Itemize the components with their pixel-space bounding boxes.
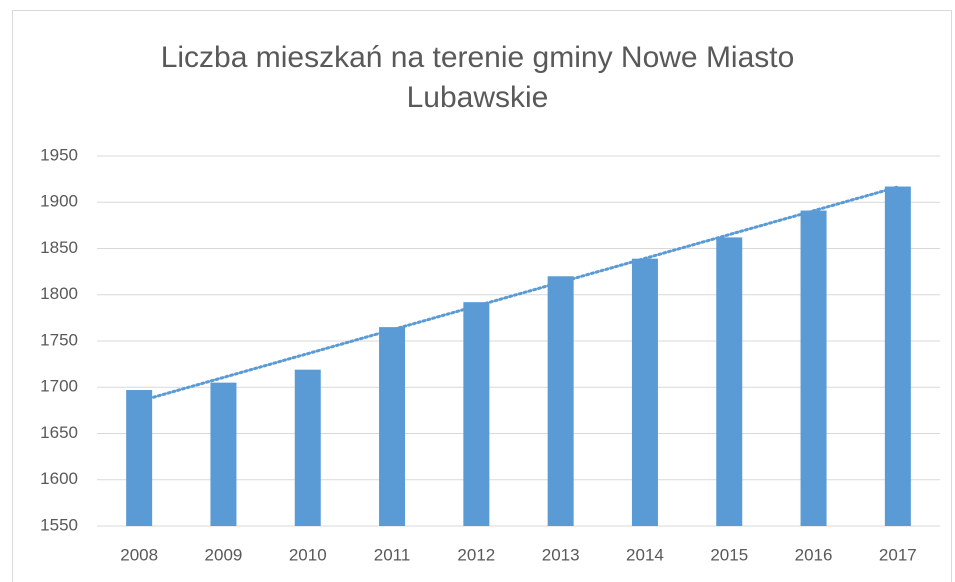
chart-title: Liczba mieszkań na terenie gminy Nowe Mi… bbox=[160, 41, 795, 114]
y-tick-label: 1650 bbox=[40, 423, 78, 442]
x-tick-label: 2013 bbox=[542, 545, 580, 564]
x-tick-label: 2012 bbox=[457, 545, 495, 564]
x-tick-label: 2010 bbox=[289, 545, 327, 564]
y-tick-label: 1800 bbox=[40, 284, 78, 303]
y-tick-label: 1550 bbox=[40, 515, 78, 534]
bar bbox=[884, 186, 911, 526]
bar bbox=[463, 302, 490, 526]
y-tick-label: 1750 bbox=[40, 330, 78, 349]
bar bbox=[800, 210, 827, 526]
y-tick-label: 1950 bbox=[40, 145, 78, 164]
x-tick-label: 2008 bbox=[120, 545, 158, 564]
x-tick-label: 2015 bbox=[710, 545, 748, 564]
bar bbox=[210, 382, 237, 526]
y-tick-label: 1900 bbox=[40, 192, 78, 211]
x-tick-label: 2016 bbox=[795, 545, 833, 564]
x-tick-label: 2017 bbox=[879, 545, 917, 564]
x-tick-label: 2009 bbox=[205, 545, 243, 564]
bar bbox=[126, 390, 153, 526]
y-tick-label: 1850 bbox=[40, 238, 78, 257]
trendline bbox=[137, 185, 900, 403]
bar bbox=[631, 258, 658, 526]
x-tick-label: 2011 bbox=[374, 545, 411, 564]
y-tick-label: 1700 bbox=[40, 377, 78, 396]
bar bbox=[379, 327, 406, 526]
bar bbox=[294, 369, 321, 526]
y-tick-label: 1600 bbox=[40, 469, 78, 488]
bar bbox=[716, 237, 743, 526]
x-tick-label: 2014 bbox=[626, 545, 664, 564]
chart-frame bbox=[12, 10, 952, 582]
bar bbox=[547, 276, 574, 526]
